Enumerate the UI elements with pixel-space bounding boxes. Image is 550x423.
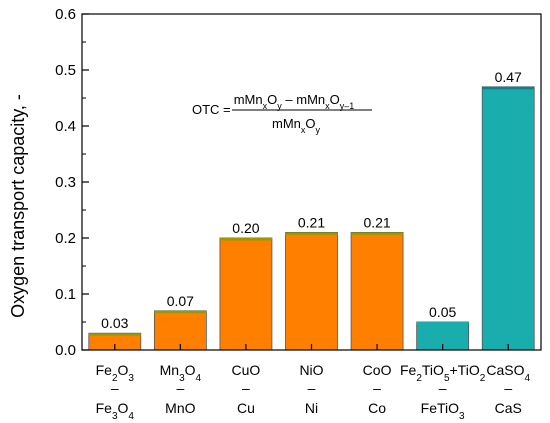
category-label-dash: – (439, 380, 447, 396)
y-tick-label: 0.3 (55, 174, 76, 191)
bar-top-edge (482, 86, 535, 90)
category-label-top: CaSO4 (486, 362, 530, 384)
category-label-bottom: Ni (305, 400, 318, 416)
formula-lhs: OTC = (192, 102, 231, 117)
bar-top-edge (416, 322, 469, 325)
y-tick-label: 0.2 (55, 230, 76, 247)
category-label-top: Fe2TiO5+TiO2 (400, 362, 486, 384)
x-category-labels: Fe2O3–Fe3O4Mn3O4–MnOCuO–CuNiO–NiCoO–CoFe… (96, 344, 530, 422)
data-label: 0.47 (495, 69, 522, 85)
otc-formula: OTC = mMnxOy – mMnxOy–1 mMnxOy (192, 92, 372, 135)
category-label-bottom: FeTiO3 (421, 400, 465, 422)
category-label-top: CoO (363, 362, 392, 378)
bars (88, 86, 535, 351)
bar (481, 86, 535, 351)
y-axis-title: Oxygen transport capacity, - (8, 94, 28, 318)
data-labels: 0.03 0.07 0.20 0.21 0.21 0.05 0.47 (101, 69, 522, 331)
y-axis: 0.0 0.1 0.2 0.3 0.4 0.5 0.6 (55, 6, 89, 359)
formula-numerator: mMnxOy – mMnxOy–1 (234, 92, 355, 111)
bar-top-edge (154, 310, 207, 314)
category-label-dash: – (308, 380, 316, 396)
category-label-bottom: MnO (165, 400, 195, 416)
category-label-bottom: Cu (237, 400, 255, 416)
category-label-top: CuO (232, 362, 261, 378)
data-label: 0.21 (363, 214, 390, 230)
bar (285, 231, 338, 351)
data-label: 0.05 (429, 304, 456, 320)
y-tick-label: 0.0 (55, 342, 76, 359)
y-tick-label: 0.5 (55, 62, 76, 79)
plot-frame (81, 13, 542, 351)
category-label-bottom: Co (368, 400, 386, 416)
formula-denominator: mMnxOy (272, 116, 321, 135)
bar (350, 231, 404, 351)
bar (219, 237, 273, 351)
category-label-dash: – (373, 380, 381, 396)
category-label-dash: – (111, 380, 119, 396)
category-label-bottom: Fe3O4 (96, 400, 135, 422)
y-tick-label: 0.6 (55, 6, 76, 23)
bar-top-edge (88, 333, 141, 336)
bar-top-edge (285, 232, 338, 235)
category-label-dash: – (504, 380, 512, 396)
data-label: 0.20 (232, 220, 259, 236)
bar-top-edge (351, 232, 404, 235)
data-label: 0.07 (167, 293, 194, 309)
category-label-bottom: CaS (495, 400, 522, 416)
category-label-dash: – (176, 380, 184, 396)
bar-top-edge (219, 238, 272, 241)
category-label-top: Mn3O4 (160, 362, 202, 384)
y-tick-label: 0.4 (55, 118, 76, 135)
data-label: 0.03 (101, 315, 128, 331)
category-label-top: Fe2O3 (96, 362, 135, 384)
category-label-top: NiO (299, 362, 323, 378)
y-tick-label: 0.1 (55, 286, 76, 303)
category-label-dash: – (242, 380, 250, 396)
data-label: 0.21 (298, 214, 325, 230)
